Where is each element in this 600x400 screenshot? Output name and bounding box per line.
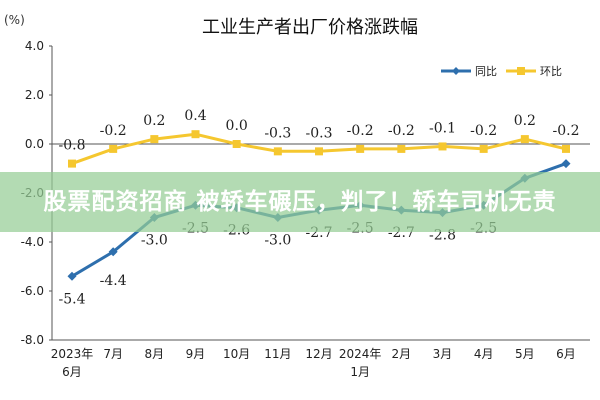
x-tick-label: 8月	[145, 347, 165, 361]
x-tick-label: 1月	[350, 365, 370, 379]
mom-data-label: -0.3	[264, 125, 291, 141]
mom-point	[68, 159, 76, 168]
y-tick-label: 2.0	[25, 88, 44, 102]
legend-label: 环比	[540, 65, 562, 78]
mom-data-label: -0.3	[306, 125, 333, 141]
yoy-point	[67, 271, 77, 281]
legend-label: 同比	[475, 65, 497, 78]
mom-point	[479, 144, 488, 153]
y-tick-label: -8.0	[21, 333, 44, 347]
yoy-point	[108, 247, 118, 257]
mom-data-label: 0.2	[514, 113, 536, 129]
mom-point	[273, 147, 282, 156]
mom-point	[315, 147, 323, 156]
yoy-data-label: -3.0	[141, 233, 168, 249]
x-tick-label: 5月	[515, 347, 535, 361]
x-tick-label: 2月	[392, 347, 412, 361]
legend-marker	[452, 67, 460, 75]
x-tick-label: 6月	[556, 347, 576, 361]
yoy-data-label: -4.4	[100, 273, 127, 289]
yoy-data-label: -5.4	[59, 291, 86, 307]
mom-point	[520, 135, 529, 144]
x-tick-label: 4月	[474, 347, 494, 361]
mom-data-label: -0.2	[553, 123, 580, 139]
mom-data-label: -0.2	[347, 123, 374, 139]
x-tick-label: 12月	[305, 347, 332, 361]
x-tick-label: 3月	[433, 347, 453, 361]
x-tick-label: 10月	[223, 347, 250, 361]
x-tick-label: 7月	[103, 347, 123, 361]
y-tick-label: -4.0	[21, 235, 44, 249]
chart-title: 工业生产者出厂价格涨跌幅	[202, 17, 418, 38]
yoy-data-label: -3.0	[264, 233, 291, 249]
mom-data-label: -0.2	[100, 123, 127, 139]
legend-marker	[517, 67, 525, 75]
y-unit: (%)	[4, 13, 25, 27]
x-tick-label: 2023年	[51, 347, 94, 361]
overlay-headline[interactable]: 股票配资招商 被轿车碾压，判了！轿车司机无责	[43, 189, 557, 215]
y-tick-label: 0.0	[25, 137, 44, 151]
mom-data-label: -0.2	[388, 123, 415, 139]
mom-data-label: -0.2	[470, 123, 497, 139]
mom-data-label: 0.4	[184, 108, 206, 124]
mom-point	[438, 142, 447, 151]
y-tick-label: -6.0	[21, 284, 44, 298]
y-tick-label: 4.0	[25, 39, 44, 53]
legend: 同比 环比	[441, 65, 562, 78]
mom-data-label: 0.2	[143, 113, 165, 129]
x-tick-label: 6月	[62, 365, 82, 379]
axes: 4.02.00.0-2.0-4.0-6.0-8.02023年6月7月8月9月10…	[21, 39, 590, 379]
mom-point	[109, 144, 118, 153]
overlay-band	[0, 172, 600, 232]
x-tick-label: 11月	[264, 347, 291, 361]
mom-point	[150, 135, 159, 144]
mom-data-label: -0.8	[59, 138, 86, 154]
mom-point	[562, 144, 570, 153]
mom-data-label: -0.1	[429, 120, 456, 136]
yoy-point	[561, 159, 571, 169]
x-tick-label: 9月	[186, 347, 206, 361]
x-tick-label: 2024年	[339, 347, 382, 361]
mom-point	[397, 144, 406, 153]
mom-data-label: 0.0	[226, 118, 248, 134]
mom-point	[232, 140, 241, 148]
mom-point	[191, 130, 200, 139]
mom-point	[356, 144, 365, 153]
